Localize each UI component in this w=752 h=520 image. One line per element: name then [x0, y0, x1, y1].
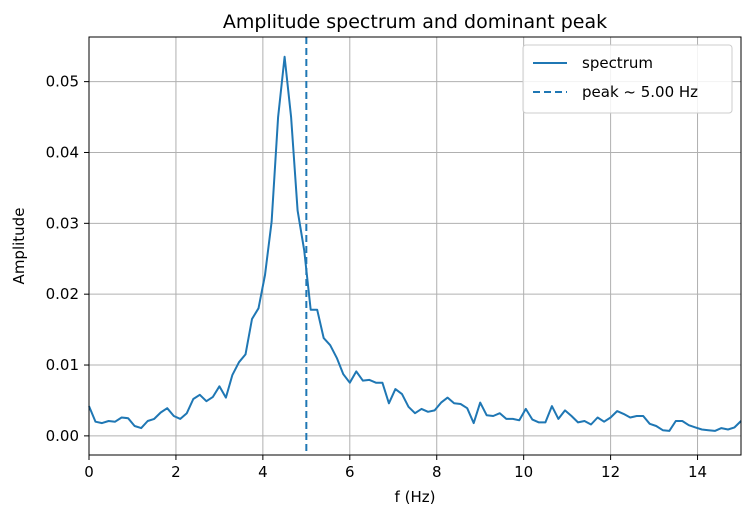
y-tick-label: 0.05: [46, 73, 79, 91]
legend-peak-label: peak ~ 5.00 Hz: [582, 83, 698, 101]
y-tick-label: 0.03: [46, 214, 79, 232]
y-tick-label: 0.04: [46, 143, 79, 161]
spectrum-line: [88, 55, 742, 432]
x-tick-label: 14: [688, 463, 707, 481]
axes-frame: [88, 36, 742, 456]
x-axis-label: f (Hz): [395, 488, 436, 506]
legend-spectrum-label: spectrum: [582, 54, 653, 72]
y-axis-label: Amplitude: [10, 208, 28, 285]
x-tick-label: 12: [601, 463, 620, 481]
legend-box: [522, 44, 733, 114]
y-tick-label: 0.00: [46, 427, 79, 445]
chart-title: Amplitude spectrum and dominant peak: [223, 11, 607, 33]
legend: spectrum peak ~ 5.00 Hz: [522, 44, 733, 114]
x-tick-label: 6: [345, 463, 355, 481]
x-tick-label: 10: [514, 463, 533, 481]
x-tick-label: 0: [84, 463, 94, 481]
plot-area: [88, 37, 742, 455]
y-axis-ticks: 0.00 0.01 0.02 0.03 0.04 0.05: [46, 73, 89, 445]
x-axis-ticks: 0 2 4 6 8 10 12 14: [84, 455, 707, 481]
y-tick-label: 0.02: [46, 285, 79, 303]
x-tick-label: 4: [258, 463, 268, 481]
x-tick-label: 2: [171, 463, 181, 481]
x-tick-label: 8: [432, 463, 442, 481]
y-tick-label: 0.01: [46, 356, 79, 374]
